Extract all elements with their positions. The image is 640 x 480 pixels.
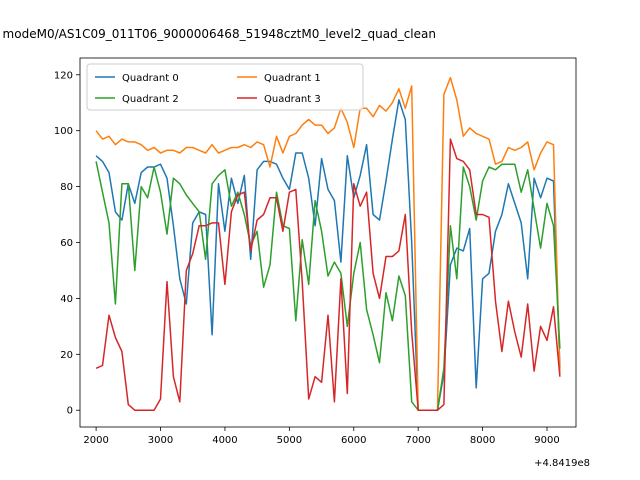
x-tick-label: 3000	[148, 435, 173, 446]
series-layer	[95, 76, 561, 411]
y-tick-label: 120	[54, 70, 73, 81]
y-tick-label: 60	[60, 238, 73, 249]
y-tick-label: 0	[67, 406, 73, 417]
x-tick-label: 2000	[83, 435, 108, 446]
x-tick-label: 5000	[277, 435, 302, 446]
y-tick-label: 40	[60, 294, 73, 305]
x-tick-label: 4000	[212, 435, 237, 446]
x-tick-label: 6000	[341, 435, 366, 446]
x-axis-offset-label: +4.8419e8	[534, 458, 590, 469]
series-line-quadrant-1	[95, 76, 561, 411]
legend-label-quadrant-2: Quadrant 2	[122, 94, 179, 105]
series-line-quadrant-3	[95, 138, 561, 411]
legend-box	[86, 63, 364, 111]
y-axis: 0 20 40 60 80 100 120	[54, 70, 80, 417]
y-tick-label: 80	[60, 182, 73, 193]
series-line-quadrant-0	[95, 99, 561, 411]
legend: Quadrant 0 Quadrant 1 Quadrant 2 Quadrant 3	[86, 63, 364, 111]
chart-title: n file: modeM0/AS1C09_011T06_9000006468_…	[0, 27, 436, 41]
x-tick-label: 8000	[470, 435, 495, 446]
x-axis: 2000 3000 4000 5000 6000 7000 8000 9000	[83, 427, 560, 446]
legend-label-quadrant-1: Quadrant 1	[264, 73, 321, 84]
y-tick-label: 100	[54, 126, 73, 137]
y-tick-label: 20	[60, 350, 73, 361]
legend-label-quadrant-0: Quadrant 0	[122, 73, 179, 84]
x-tick-label: 7000	[405, 435, 430, 446]
x-tick-label: 9000	[534, 435, 559, 446]
series-line-quadrant-2	[95, 161, 561, 411]
legend-label-quadrant-3: Quadrant 3	[264, 94, 321, 105]
